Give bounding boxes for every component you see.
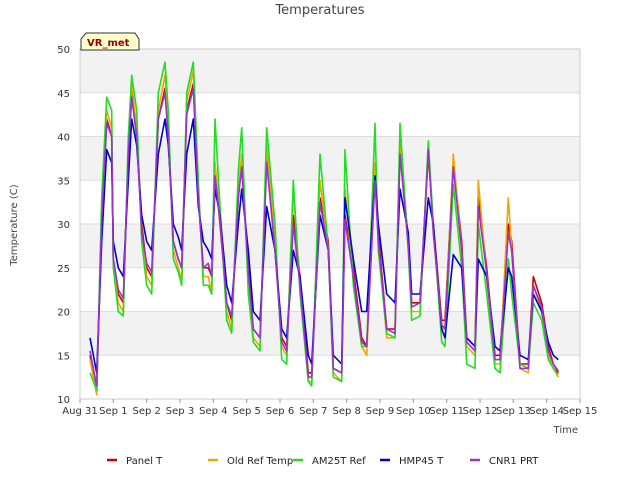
x-tick-label: Aug 31 [62,406,97,417]
x-axis-title: Time [553,425,578,436]
plot-band [80,355,580,399]
legend-label-am25t-ref: AM25T Ref [312,456,366,467]
x-tick-label: Sep 9 [366,406,394,417]
y-axis-ticks: 10 15 20 25 30 35 40 45 50 [57,45,70,406]
chart-title: Temperatures [274,3,364,18]
x-tick-label: Sep 12 [463,406,498,417]
x-tick-label: Sep 10 [396,406,431,417]
y-tick-label: 45 [57,89,70,100]
x-axis-ticks: Aug 31 Sep 1 Sep 2 Sep 3 Sep 4 Sep 5 Sep 6 Sep … [62,399,597,417]
x-tick-label: Sep 3 [166,406,194,417]
y-tick-label: 15 [57,351,70,362]
series-lines [89,61,559,396]
x-tick-label: Sep 7 [299,406,327,417]
legend-label-cnr1-prt: CNR1 PRT [489,456,539,467]
plot-frame [79,48,581,400]
x-tick-label: Sep 14 [529,406,564,417]
x-tick-label: Sep 13 [496,406,531,417]
y-tick-label: 25 [57,264,70,275]
legend: Panel T Old Ref Temp AM25T Ref HMP45 T CNR1 … [107,456,539,467]
x-tick-label: Sep 1 [99,406,127,417]
legend-label-panel-t: Panel T [126,456,163,467]
y-tick-label: 20 [57,308,70,319]
plot-band [80,136,580,181]
badge-shape [80,32,140,51]
y-tick-label: 35 [57,176,70,187]
plot-band [80,224,580,268]
y-tick-label: 40 [57,133,70,144]
y-tick-label: 50 [57,45,70,56]
y-tick-label: 30 [57,220,70,231]
legend-label-old-ref-temp: Old Ref Temp [227,456,293,467]
x-tick-label: Sep 11 [429,406,464,417]
plot-band [80,180,580,224]
x-tick-label: Sep 15 [563,406,598,417]
x-tick-label: Sep 2 [132,406,160,417]
badge-text: VR_met [87,38,130,49]
plot-band [80,49,580,93]
station-badge: VR_met [80,32,140,51]
y-tick-label: 10 [57,395,70,406]
series-line-cnr1-prt [89,87,559,387]
plot-band [80,92,580,137]
x-tick-label: Sep 8 [332,406,360,417]
x-tick-label: Sep 4 [199,406,227,417]
plot-band [80,311,580,356]
legend-label-hmp45-t: HMP45 T [399,456,444,467]
y-axis-title: Temperature (C) [9,184,20,266]
x-tick-label: Sep 5 [232,406,260,417]
x-tick-label: Sep 6 [266,406,294,417]
